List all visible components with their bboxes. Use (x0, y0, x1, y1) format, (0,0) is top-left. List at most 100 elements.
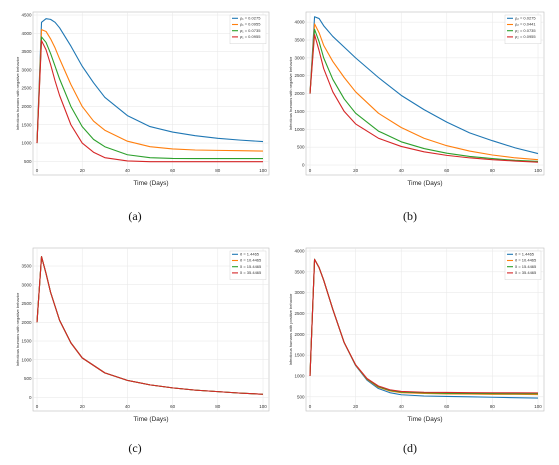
series-line-1 (309, 23, 539, 161)
y-tick-label: 4000 (21, 31, 32, 36)
x-tick-label: 20 (353, 404, 359, 409)
y-axis-label: Infectious humans with positive behavior (288, 293, 293, 365)
x-axis-label: Time (Days) (133, 180, 168, 187)
plot-frame (305, 247, 545, 412)
series-line-3 (309, 258, 539, 394)
legend-label: ρ₂ = 0.0735 (515, 28, 536, 33)
x-tick-label: 0 (36, 404, 39, 409)
x-tick-label: 40 (399, 404, 405, 409)
y-axis-label: Infectious humans with negative behavior (15, 292, 20, 366)
panel-caption: (a) (128, 209, 141, 223)
legend-label: ρ₂ = 0.0275 (515, 16, 536, 21)
x-tick-label: 60 (444, 168, 450, 173)
legend-label: ρ₁ = 0.0955 (240, 34, 261, 39)
legend-label: ρ₁ = 0.0275 (240, 16, 261, 21)
y-tick-label: 3500 (294, 38, 305, 43)
y-tick-label: 3000 (21, 67, 32, 72)
y-tick-label: 3500 (21, 264, 32, 269)
y-tick-label: 500 (24, 159, 32, 164)
plot-frame (32, 11, 270, 176)
y-tick-label: 1500 (294, 353, 305, 358)
x-axis-label: Time (Days) (407, 180, 442, 187)
x-tick-label: 40 (399, 168, 405, 173)
y-tick-label: 2000 (294, 332, 305, 337)
legend-label: δ = 1.4465 (240, 252, 260, 257)
x-tick-label: 80 (215, 168, 221, 173)
y-tick-label: 1000 (294, 127, 305, 132)
y-tick-label: 3000 (294, 290, 305, 295)
y-axis-label: Infectious humans with negative behavior (15, 56, 20, 130)
x-tick-label: 100 (534, 404, 542, 409)
series-line-3 (36, 40, 263, 163)
legend-box (229, 250, 267, 280)
legend-label: δ = 35.4465 (515, 270, 537, 275)
y-tick-label: 4000 (294, 249, 305, 254)
y-tick-label: 3500 (294, 269, 305, 274)
series-line-3 (36, 256, 264, 395)
y-tick-label: 3000 (294, 55, 305, 60)
chart-panel-1: 0 20 40 60 80 1000500100015002000250030003500… (288, 11, 545, 223)
legend-label: δ = 10.4465 (515, 258, 537, 263)
panel-caption: (b) (403, 209, 417, 223)
y-tick-label: 2500 (294, 73, 305, 78)
legend-label: δ = 1.4465 (515, 252, 535, 257)
x-tick-label: 100 (259, 404, 267, 409)
series-line-0 (309, 16, 539, 155)
legend-label: ρ₂ = 0.0955 (515, 34, 536, 39)
series-line-2 (36, 36, 263, 160)
series-line-1 (36, 29, 264, 152)
x-axis-label: Time (Days) (407, 416, 442, 423)
y-tick-label: 500 (297, 145, 305, 150)
y-tick-label: 500 (297, 394, 305, 399)
y-tick-label: 2500 (21, 86, 32, 91)
y-tick-label: 4500 (21, 13, 32, 18)
x-axis-label: Time (Days) (133, 416, 168, 423)
y-tick-label: 1500 (21, 339, 32, 344)
legend-label: ρ₁ = 0.0735 (240, 28, 261, 33)
x-tick-label: 0 (309, 404, 312, 409)
y-axis-label: Infectious humans with negative behavior (288, 56, 293, 130)
x-tick-label: 0 (36, 168, 39, 173)
y-tick-label: 1000 (21, 141, 32, 146)
x-tick-label: 80 (215, 404, 221, 409)
legend-box (504, 14, 542, 44)
y-tick-label: 0 (302, 163, 305, 168)
x-tick-label: 80 (490, 168, 496, 173)
panel-caption: (c) (128, 441, 141, 455)
series-line-2 (309, 28, 539, 162)
legend-box (229, 14, 267, 44)
x-tick-label: 60 (444, 404, 450, 409)
chart-panel-0: 0 20 40 60 80 100 500 1000 1500 2000 2500 3000 3500 4… (15, 11, 270, 223)
y-tick-label: 2000 (21, 320, 32, 325)
x-tick-label: 20 (353, 168, 359, 173)
series-line-0 (36, 18, 264, 144)
legend-label: δ = 10.4465 (240, 258, 262, 263)
y-tick-label: 1000 (21, 357, 32, 362)
y-tick-label: 2000 (294, 91, 305, 96)
y-tick-label: 1500 (294, 109, 305, 114)
legend-label: δ = 15.4465 (515, 264, 537, 269)
x-tick-label: 40 (125, 168, 131, 173)
plot-frame (32, 247, 270, 412)
y-tick-label: 500 (24, 376, 32, 381)
y-tick-label: 2000 (21, 104, 32, 109)
series-line-3 (309, 34, 539, 163)
x-tick-label: 60 (170, 168, 176, 173)
x-tick-label: 100 (534, 168, 542, 173)
y-tick-label: 0 (29, 395, 32, 400)
y-tick-label: 1500 (21, 122, 32, 127)
y-tick-label: 4000 (294, 20, 305, 25)
y-tick-label: 2500 (21, 301, 32, 306)
y-tick-label: 2500 (294, 311, 305, 316)
legend-label: ρ₁ = 0.0955 (240, 22, 261, 27)
y-tick-label: 3000 (21, 282, 32, 287)
x-tick-label: 20 (80, 168, 86, 173)
legend-label: δ = 35.4465 (240, 270, 262, 275)
legend-label: ρ₂ = 0.0441 (515, 22, 536, 27)
legend-box (504, 250, 542, 280)
chart-panel-3: 0 20 40 60 80 100 500 1000 1500 2000 2500 3000 3500 4… (288, 247, 545, 455)
x-tick-label: 20 (80, 404, 86, 409)
